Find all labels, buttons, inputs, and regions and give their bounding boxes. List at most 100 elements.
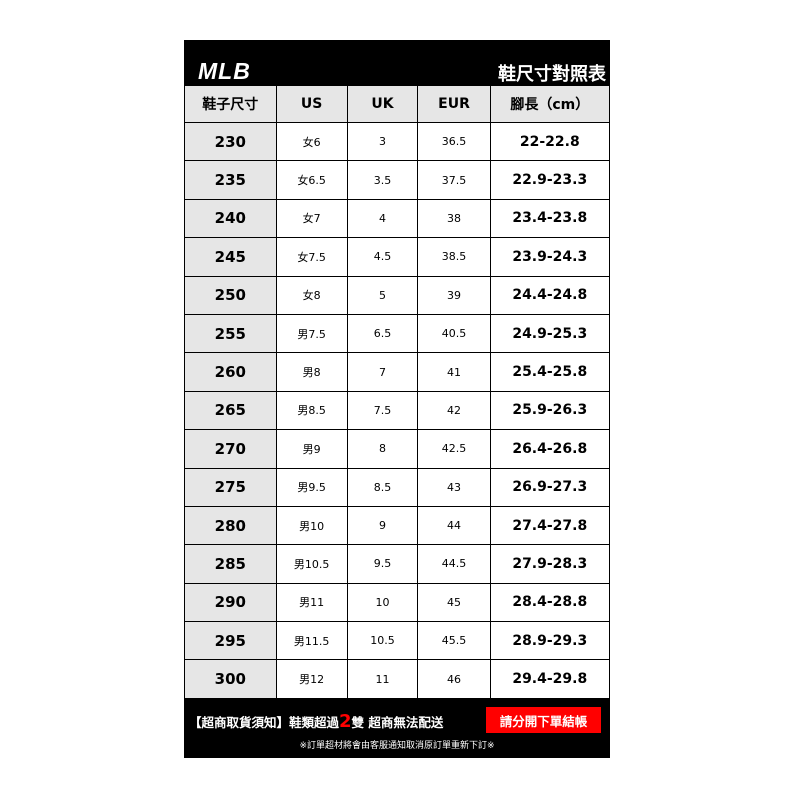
column-header: EUR: [417, 85, 491, 123]
table-header-row: 鞋子尺寸 US UK EUR 腳長（cm）: [184, 85, 611, 123]
us-cell: 男10.5: [275, 544, 348, 584]
eur-cell: 45.5: [417, 621, 491, 661]
foot-length-cell: 25.9-26.3: [489, 390, 611, 431]
size-table: 鞋子尺寸 US UK EUR 腳長（cm） 230 女6 3 36.5 22-22.8 235 女6…: [184, 85, 611, 699]
us-cell: 女8: [275, 275, 348, 315]
uk-cell: 6.5: [346, 313, 419, 354]
split-order-button[interactable]: 請分開下單結帳: [486, 707, 601, 733]
column-header: 腳長（cm）: [489, 85, 611, 123]
uk-cell: 9.5: [346, 544, 419, 584]
foot-length-cell: 25.4-25.8: [489, 352, 611, 392]
uk-cell: 8: [346, 429, 419, 469]
us-cell: 男11: [275, 582, 348, 623]
us-cell: 女6: [275, 121, 348, 162]
us-cell: 女6.5: [275, 160, 348, 200]
eur-cell: 42: [417, 390, 491, 431]
size-cell: 255: [184, 313, 277, 354]
table-row: 295 男11.5 10.5 45.5 28.9-29.3: [184, 621, 611, 661]
column-header: UK: [346, 85, 419, 123]
eur-cell: 42.5: [417, 429, 491, 469]
foot-length-cell: 27.9-28.3: [489, 544, 611, 584]
foot-length-cell: 27.4-27.8: [489, 505, 611, 546]
table-row: 300 男12 11 46 29.4-29.8: [184, 659, 611, 699]
notice-text-a: 【超商取貨須知】鞋類超過: [189, 715, 340, 730]
eur-cell: 44: [417, 505, 491, 546]
table-row: 230 女6 3 36.5 22-22.8: [184, 121, 611, 162]
us-cell: 男11.5: [275, 621, 348, 661]
table-row: 270 男9 8 42.5 26.4-26.8: [184, 429, 611, 469]
table-row: 290 男11 10 45 28.4-28.8: [184, 582, 611, 623]
footer-note: ※訂單超材將會由客服通知取消原訂單重新下訂※: [299, 741, 495, 751]
size-cell: 290: [184, 582, 277, 623]
table-row: 280 男10 9 44 27.4-27.8: [184, 505, 611, 546]
size-cell: 235: [184, 160, 277, 200]
mlb-logo: MLB: [198, 58, 251, 84]
us-cell: 男8.5: [275, 390, 348, 431]
chart-title: 鞋尺寸對照表: [498, 64, 606, 85]
foot-length-cell: 26.9-27.3: [489, 467, 611, 507]
size-cell: 230: [184, 121, 277, 162]
uk-cell: 4.5: [346, 237, 419, 277]
notice-number: 2: [339, 711, 352, 732]
uk-cell: 9: [346, 505, 419, 546]
size-cell: 270: [184, 429, 277, 469]
us-cell: 女7: [275, 198, 348, 239]
table-row: 240 女7 4 38 23.4-23.8: [184, 198, 611, 239]
eur-cell: 36.5: [417, 121, 491, 162]
size-cell: 300: [184, 659, 277, 699]
size-chart: MLB 鞋尺寸對照表 鞋子尺寸 US UK EUR 腳長（cm） 230 女6 3 36.5 2…: [184, 40, 611, 758]
size-cell: 280: [184, 505, 277, 546]
uk-cell: 7: [346, 352, 419, 392]
foot-length-cell: 28.9-29.3: [489, 621, 611, 661]
table-row: 285 男10.5 9.5 44.5 27.9-28.3: [184, 544, 611, 584]
uk-cell: 10.5: [346, 621, 419, 661]
column-header: 鞋子尺寸: [184, 85, 277, 123]
size-cell: 275: [184, 467, 277, 507]
uk-cell: 3: [346, 121, 419, 162]
us-cell: 男7.5: [275, 313, 348, 354]
foot-length-cell: 28.4-28.8: [489, 582, 611, 623]
uk-cell: 4: [346, 198, 419, 239]
pickup-notice: 【超商取貨須知】鞋類超過2雙 超商無法配送 請分開下單結帳: [184, 702, 610, 733]
table-row: 245 女7.5 4.5 38.5 23.9-24.3: [184, 237, 611, 277]
eur-cell: 37.5: [417, 160, 491, 200]
size-cell: 240: [184, 198, 277, 239]
foot-length-cell: 23.9-24.3: [489, 237, 611, 277]
us-cell: 男10: [275, 505, 348, 546]
eur-cell: 43: [417, 467, 491, 507]
us-cell: 男9.5: [275, 467, 348, 507]
table-row: 235 女6.5 3.5 37.5 22.9-23.3: [184, 160, 611, 200]
eur-cell: 45: [417, 582, 491, 623]
column-header: US: [275, 85, 348, 123]
foot-length-cell: 22-22.8: [489, 121, 611, 162]
eur-cell: 44.5: [417, 544, 491, 584]
us-cell: 男12: [275, 659, 348, 699]
uk-cell: 5: [346, 275, 419, 315]
eur-cell: 46: [417, 659, 491, 699]
foot-length-cell: 24.9-25.3: [489, 313, 611, 354]
table-row: 260 男8 7 41 25.4-25.8: [184, 352, 611, 392]
foot-length-cell: 22.9-23.3: [489, 160, 611, 200]
size-cell: 295: [184, 621, 277, 661]
eur-cell: 39: [417, 275, 491, 315]
chart-header: MLB 鞋尺寸對照表: [184, 40, 610, 85]
uk-cell: 11: [346, 659, 419, 699]
notice-text-b: 雙 超商無法配送: [351, 715, 444, 730]
eur-cell: 38.5: [417, 237, 491, 277]
table-row: 275 男9.5 8.5 43 26.9-27.3: [184, 467, 611, 507]
us-cell: 女7.5: [275, 237, 348, 277]
foot-length-cell: 23.4-23.8: [489, 198, 611, 239]
table-row: 250 女8 5 39 24.4-24.8: [184, 275, 611, 315]
uk-cell: 7.5: [346, 390, 419, 431]
uk-cell: 3.5: [346, 160, 419, 200]
size-cell: 250: [184, 275, 277, 315]
size-cell: 285: [184, 544, 277, 584]
size-cell: 265: [184, 390, 277, 431]
foot-length-cell: 24.4-24.8: [489, 275, 611, 315]
us-cell: 男9: [275, 429, 348, 469]
eur-cell: 38: [417, 198, 491, 239]
eur-cell: 40.5: [417, 313, 491, 354]
table-row: 265 男8.5 7.5 42 25.9-26.3: [184, 390, 611, 431]
foot-length-cell: 29.4-29.8: [489, 659, 611, 699]
eur-cell: 41: [417, 352, 491, 392]
